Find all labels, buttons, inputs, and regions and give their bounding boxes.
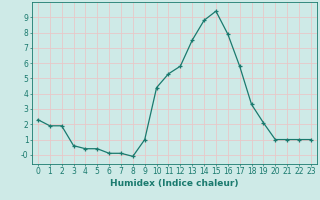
X-axis label: Humidex (Indice chaleur): Humidex (Indice chaleur): [110, 179, 239, 188]
